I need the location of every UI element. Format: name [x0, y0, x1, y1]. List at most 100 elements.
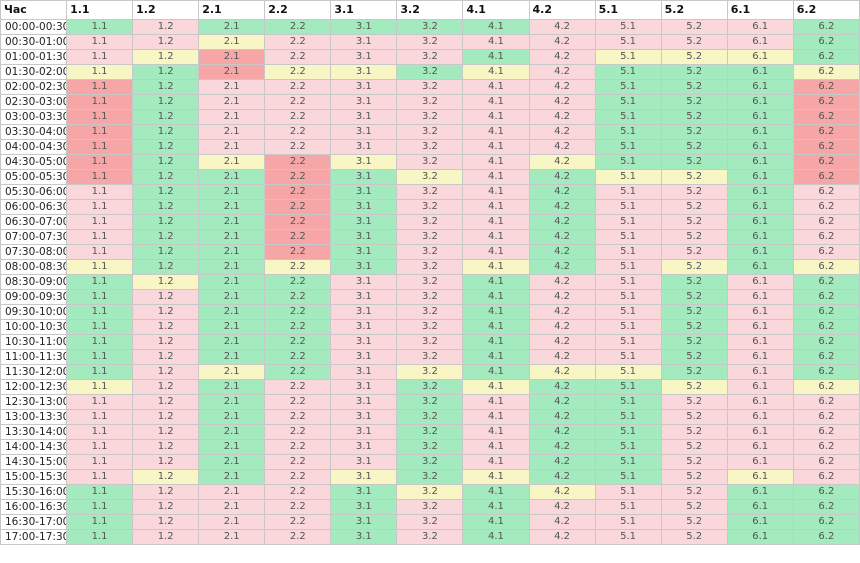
- status-cell[interactable]: 3.1: [330, 439, 398, 455]
- status-cell[interactable]: 4.2: [528, 439, 596, 455]
- status-cell[interactable]: 6.1: [726, 394, 794, 410]
- status-cell[interactable]: 1.2: [132, 514, 200, 530]
- status-cell[interactable]: 3.2: [396, 349, 464, 365]
- status-cell[interactable]: 5.1: [594, 514, 662, 530]
- status-cell[interactable]: 2.1: [198, 334, 266, 350]
- status-cell[interactable]: 1.2: [132, 139, 200, 155]
- status-cell[interactable]: 2.2: [264, 139, 332, 155]
- status-cell[interactable]: 4.2: [528, 34, 596, 50]
- status-cell[interactable]: 4.2: [528, 259, 596, 275]
- status-cell[interactable]: 3.2: [396, 94, 464, 110]
- status-cell[interactable]: 1.2: [132, 439, 200, 455]
- status-cell[interactable]: 3.2: [396, 484, 464, 500]
- status-cell[interactable]: 3.2: [396, 274, 464, 290]
- status-cell[interactable]: 3.2: [396, 259, 464, 275]
- status-cell[interactable]: 4.1: [462, 19, 530, 35]
- status-cell[interactable]: 5.2: [660, 394, 728, 410]
- status-cell[interactable]: 5.2: [660, 184, 728, 200]
- status-cell[interactable]: 1.1: [66, 394, 134, 410]
- status-cell[interactable]: 1.2: [132, 424, 200, 440]
- status-cell[interactable]: 3.2: [396, 229, 464, 245]
- status-cell[interactable]: 6.1: [726, 364, 794, 380]
- status-cell[interactable]: 4.1: [462, 349, 530, 365]
- status-cell[interactable]: 5.1: [594, 244, 662, 260]
- status-cell[interactable]: 1.2: [132, 409, 200, 425]
- status-cell[interactable]: 2.2: [264, 409, 332, 425]
- status-cell[interactable]: 5.1: [594, 409, 662, 425]
- status-cell[interactable]: 1.1: [66, 229, 134, 245]
- status-cell[interactable]: 6.1: [726, 274, 794, 290]
- status-cell[interactable]: 1.2: [132, 379, 200, 395]
- status-cell[interactable]: 5.2: [660, 469, 728, 485]
- status-cell[interactable]: 3.2: [396, 529, 464, 545]
- status-cell[interactable]: 2.2: [264, 229, 332, 245]
- status-cell[interactable]: 6.2: [792, 124, 860, 140]
- status-cell[interactable]: 5.1: [594, 364, 662, 380]
- status-cell[interactable]: 2.2: [264, 19, 332, 35]
- status-cell[interactable]: 6.1: [726, 469, 794, 485]
- status-cell[interactable]: 6.1: [726, 439, 794, 455]
- status-cell[interactable]: 4.2: [528, 229, 596, 245]
- status-cell[interactable]: 4.1: [462, 184, 530, 200]
- status-cell[interactable]: 3.2: [396, 319, 464, 335]
- status-cell[interactable]: 2.1: [198, 424, 266, 440]
- status-cell[interactable]: 1.2: [132, 274, 200, 290]
- status-cell[interactable]: 2.2: [264, 214, 332, 230]
- status-cell[interactable]: 6.1: [726, 49, 794, 65]
- status-cell[interactable]: 1.2: [132, 469, 200, 485]
- status-cell[interactable]: 6.2: [792, 154, 860, 170]
- status-cell[interactable]: 5.2: [660, 169, 728, 185]
- status-cell[interactable]: 2.1: [198, 274, 266, 290]
- status-cell[interactable]: 2.1: [198, 304, 266, 320]
- status-cell[interactable]: 6.1: [726, 154, 794, 170]
- status-cell[interactable]: 4.1: [462, 454, 530, 470]
- status-cell[interactable]: 6.1: [726, 259, 794, 275]
- status-cell[interactable]: 4.1: [462, 139, 530, 155]
- status-cell[interactable]: 6.1: [726, 169, 794, 185]
- status-cell[interactable]: 3.2: [396, 514, 464, 530]
- status-cell[interactable]: 4.1: [462, 439, 530, 455]
- status-cell[interactable]: 1.1: [66, 199, 134, 215]
- status-cell[interactable]: 2.1: [198, 229, 266, 245]
- status-cell[interactable]: 2.2: [264, 379, 332, 395]
- status-cell[interactable]: 2.2: [264, 154, 332, 170]
- status-cell[interactable]: 1.1: [66, 289, 134, 305]
- status-cell[interactable]: 6.1: [726, 514, 794, 530]
- status-cell[interactable]: 1.1: [66, 19, 134, 35]
- status-cell[interactable]: 5.2: [660, 379, 728, 395]
- status-cell[interactable]: 1.2: [132, 454, 200, 470]
- status-cell[interactable]: 2.1: [198, 19, 266, 35]
- status-cell[interactable]: 2.1: [198, 259, 266, 275]
- status-cell[interactable]: 6.1: [726, 529, 794, 545]
- status-cell[interactable]: 2.2: [264, 274, 332, 290]
- status-cell[interactable]: 3.2: [396, 184, 464, 200]
- status-cell[interactable]: 6.1: [726, 214, 794, 230]
- status-cell[interactable]: 1.1: [66, 109, 134, 125]
- status-cell[interactable]: 4.1: [462, 64, 530, 80]
- status-cell[interactable]: 5.2: [660, 319, 728, 335]
- status-cell[interactable]: 1.2: [132, 259, 200, 275]
- status-cell[interactable]: 6.2: [792, 34, 860, 50]
- status-cell[interactable]: 2.1: [198, 469, 266, 485]
- status-cell[interactable]: 5.2: [660, 109, 728, 125]
- status-cell[interactable]: 6.2: [792, 364, 860, 380]
- status-cell[interactable]: 3.2: [396, 79, 464, 95]
- status-cell[interactable]: 6.2: [792, 454, 860, 470]
- status-cell[interactable]: 2.1: [198, 454, 266, 470]
- status-cell[interactable]: 3.1: [330, 424, 398, 440]
- status-cell[interactable]: 3.1: [330, 304, 398, 320]
- status-cell[interactable]: 6.2: [792, 484, 860, 500]
- status-cell[interactable]: 6.1: [726, 64, 794, 80]
- status-cell[interactable]: 4.1: [462, 484, 530, 500]
- status-cell[interactable]: 6.1: [726, 319, 794, 335]
- status-cell[interactable]: 1.1: [66, 529, 134, 545]
- status-cell[interactable]: 2.2: [264, 169, 332, 185]
- status-cell[interactable]: 2.2: [264, 124, 332, 140]
- status-cell[interactable]: 6.2: [792, 394, 860, 410]
- status-cell[interactable]: 5.2: [660, 349, 728, 365]
- status-cell[interactable]: 1.2: [132, 529, 200, 545]
- status-cell[interactable]: 4.2: [528, 529, 596, 545]
- status-cell[interactable]: 3.1: [330, 514, 398, 530]
- status-cell[interactable]: 4.2: [528, 364, 596, 380]
- status-cell[interactable]: 2.1: [198, 529, 266, 545]
